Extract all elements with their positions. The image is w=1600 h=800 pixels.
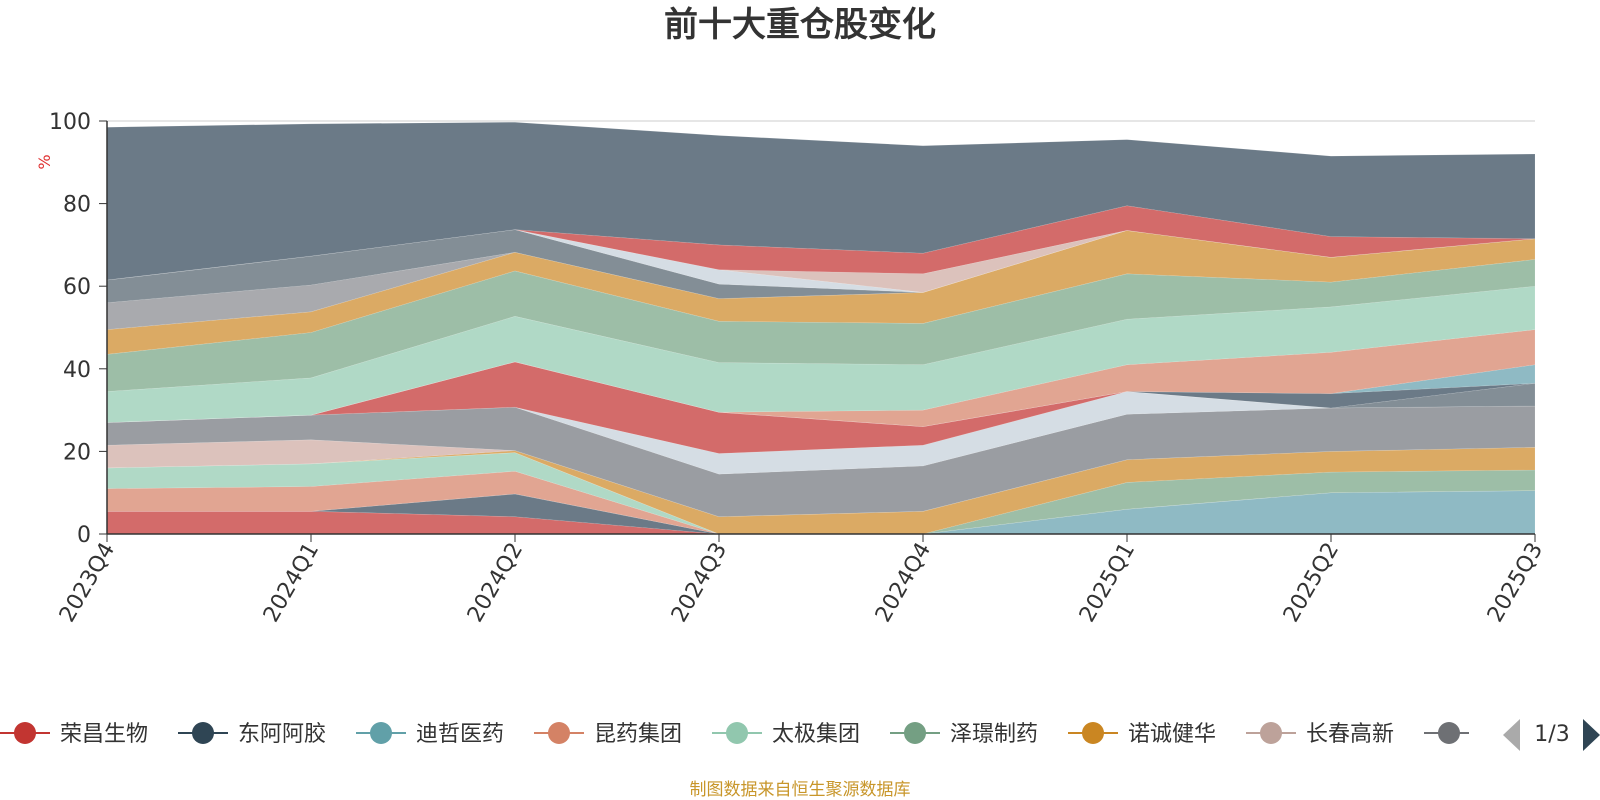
- triangle-right-icon[interactable]: [1583, 719, 1600, 751]
- area-series[interactable]: [106, 121, 1536, 535]
- y-tick-label: 20: [63, 440, 91, 465]
- legend-label: 长春高新: [1306, 722, 1394, 747]
- y-tick-label: 60: [63, 275, 91, 300]
- legend-label: 东阿阿胶: [238, 722, 326, 747]
- legend-item-太极集团[interactable]: 太极集团: [712, 722, 860, 747]
- legend-marker-icon: [1260, 722, 1282, 744]
- x-tick-label: 2024Q2: [463, 539, 528, 627]
- area-series-药明康德[interactable]: [106, 121, 1536, 281]
- legend-label: 昆药集团: [594, 722, 682, 747]
- legend-item-迪哲医药[interactable]: 迪哲医药: [356, 722, 504, 747]
- x-tick-label: 2025Q2: [1279, 539, 1344, 627]
- legend-marker-icon: [370, 722, 392, 744]
- legend-label: 太极集团: [772, 722, 860, 747]
- legend-marker-icon: [14, 722, 36, 744]
- area-series-云南白药[interactable]: [106, 259, 1536, 392]
- legend-item-泽璟制药[interactable]: 泽璟制药: [890, 722, 1038, 747]
- x-tick-label: 2024Q3: [667, 539, 732, 627]
- legend-item-诺诚健华[interactable]: 诺诚健华: [1068, 722, 1216, 747]
- y-axis-unit: %: [35, 154, 54, 169]
- area-series-迪哲医药[interactable]: [107, 490, 1536, 535]
- legend-label: 迪哲医药: [416, 722, 504, 747]
- chart-title: 前十大重仓股变化: [664, 5, 936, 45]
- x-tick-label: 2024Q4: [871, 539, 936, 627]
- legend-marker-icon: [1082, 722, 1104, 744]
- y-tick-label: 80: [63, 193, 91, 218]
- legend-label: 荣昌生物: [60, 722, 148, 747]
- x-tick-label: 2025Q3: [1483, 539, 1548, 627]
- y-tick-label: 100: [49, 110, 91, 135]
- legend-item-荣昌生物[interactable]: 荣昌生物: [0, 722, 148, 747]
- legend-item-东阿阿胶[interactable]: 东阿阿胶: [178, 722, 326, 747]
- legend-label: 泽璟制药: [950, 722, 1038, 747]
- x-tick-label: 2024Q1: [259, 539, 324, 627]
- legend-pager[interactable]: 1/3: [1503, 719, 1600, 751]
- source-note: 制图数据来自恒生聚源数据库: [690, 780, 911, 800]
- legend-label: 诺诚健华: [1128, 722, 1216, 747]
- area-series-爱尔眼科[interactable]: [106, 230, 1536, 330]
- legend-item-昆药集团[interactable]: 昆药集团: [534, 722, 682, 747]
- y-tick-label: 40: [63, 358, 91, 383]
- legend-marker-icon: [548, 722, 570, 744]
- legend-marker-icon: [192, 722, 214, 744]
- legend-marker-icon: [726, 722, 748, 744]
- legend-marker-icon: [1438, 722, 1460, 744]
- x-tick-label: 2023Q4: [55, 539, 120, 627]
- legend[interactable]: 荣昌生物东阿阿胶迪哲医药昆药集团太极集团泽璟制药诺诚健华长春高新片1/3: [0, 700, 1600, 760]
- y-tick-label: 0: [77, 523, 91, 548]
- legend-marker-icon: [904, 722, 926, 744]
- x-tick-label: 2025Q1: [1075, 539, 1140, 627]
- legend-item-长春高新[interactable]: 长春高新: [1246, 722, 1394, 747]
- triangle-left-icon[interactable]: [1503, 719, 1520, 751]
- legend-mask: [1469, 700, 1600, 760]
- legend-page-indicator: 1/3: [1534, 722, 1569, 747]
